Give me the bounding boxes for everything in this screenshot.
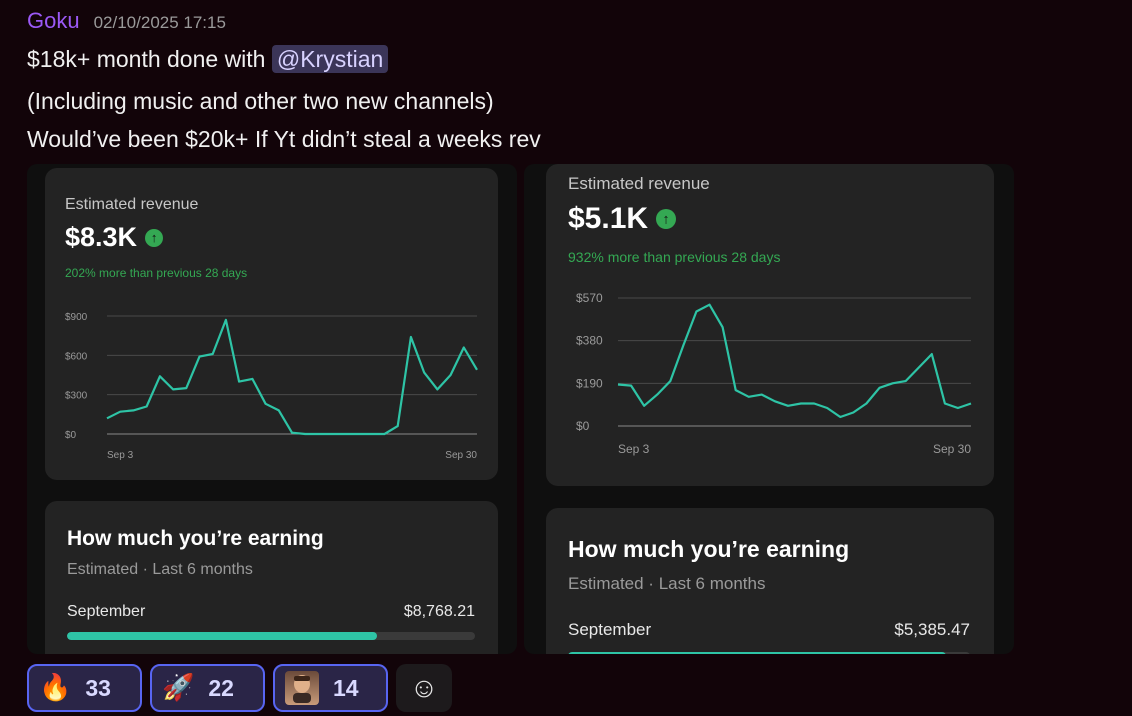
y-tick-label: $0 <box>65 430 77 441</box>
revenue-line-chart: $0 $300 $600 $900 Sep 3 Sep 30 <box>65 312 478 461</box>
earning-amount: $8,768.21 <box>403 603 475 620</box>
avatar-emoji-icon <box>285 671 319 705</box>
message-text: $18k+ month done with <box>27 46 272 72</box>
user-mention[interactable]: @Krystian <box>271 45 389 73</box>
revenue-label: Estimated revenue <box>65 196 199 213</box>
y-tick-label: $380 <box>576 334 603 348</box>
reactions-bar: 🔥 33 🚀 22 14 ☺ <box>27 664 452 712</box>
earning-month: September <box>67 603 146 620</box>
revenue-line-chart: $0 $190 $380 $570 Sep 3 Sep 30 <box>576 291 972 456</box>
earning-amount: $5,385.47 <box>894 620 970 639</box>
fire-icon: 🔥 <box>39 673 72 703</box>
earning-card: How much you’re earning Estimated · Last… <box>546 508 994 654</box>
rocket-icon: 🚀 <box>162 673 195 703</box>
revenue-card: Estimated revenue $5.1K 932% more than p… <box>546 164 994 486</box>
earning-subtitle: Estimated · Last 6 months <box>568 574 766 593</box>
reaction-count: 14 <box>333 674 359 701</box>
earning-progress-fill <box>568 652 946 654</box>
series-line <box>106 318 478 436</box>
earning-progress-bar <box>67 632 475 640</box>
attachment-image-1[interactable]: Estimated revenue $8.3K 202% more than p… <box>27 164 517 654</box>
earning-progress-fill <box>67 632 378 640</box>
earning-title: How much you’re earning <box>67 527 324 550</box>
reaction-count: 22 <box>208 674 234 701</box>
revenue-delta: 932% more than previous 28 days <box>568 249 781 265</box>
earning-row: September $5,385.47 <box>568 620 970 640</box>
series-line <box>617 303 972 419</box>
y-tick-label: $900 <box>65 312 88 323</box>
earning-card: How much you’re earning Estimated · Last… <box>45 501 498 654</box>
earning-progress-bar <box>568 652 970 654</box>
reaction-fire[interactable]: 🔥 33 <box>27 664 142 712</box>
x-tick-label: Sep 3 <box>107 450 134 461</box>
message-line-1: $18k+ month done with @Krystian <box>27 45 389 73</box>
x-tick-label: Sep 30 <box>933 442 971 456</box>
y-tick-label: $0 <box>576 419 590 433</box>
revenue-value: $8.3K <box>65 222 164 253</box>
earning-subtitle: Estimated · Last 6 months <box>67 561 253 578</box>
revenue-amount: $8.3K <box>65 222 138 252</box>
y-tick-label: $190 <box>576 376 603 390</box>
revenue-card: Estimated revenue $8.3K 202% more than p… <box>45 168 498 480</box>
reaction-custom-avatar[interactable]: 14 <box>273 664 388 712</box>
earning-title: How much you’re earning <box>568 536 850 562</box>
y-tick-label: $300 <box>65 391 88 402</box>
reaction-rocket[interactable]: 🚀 22 <box>150 664 265 712</box>
username[interactable]: Goku <box>27 8 80 33</box>
arrow-up-icon <box>656 209 677 229</box>
revenue-value: $5.1K <box>568 202 677 236</box>
revenue-delta: 202% more than previous 28 days <box>65 266 248 280</box>
x-tick-label: Sep 30 <box>445 450 477 461</box>
earning-month: September <box>568 620 652 639</box>
arrow-up-icon <box>145 228 164 247</box>
x-tick-label: Sep 3 <box>618 442 650 456</box>
add-reaction-button[interactable]: ☺ <box>396 664 452 712</box>
timestamp: 02/10/2025 17:15 <box>93 13 226 32</box>
message-line-2: (Including music and other two new chann… <box>27 88 494 114</box>
reaction-count: 33 <box>85 674 111 701</box>
message-line-3: Would’ve been $20k+ If Yt didn’t steal a… <box>27 126 541 152</box>
y-tick-label: $600 <box>65 351 88 362</box>
attachment-image-2[interactable]: Estimated revenue $5.1K 932% more than p… <box>524 164 1014 654</box>
revenue-amount: $5.1K <box>568 202 649 235</box>
y-tick-label: $570 <box>576 291 603 305</box>
smiley-icon: ☺ <box>409 672 439 703</box>
revenue-label: Estimated revenue <box>568 174 710 193</box>
message-header: Goku 02/10/2025 17:15 <box>27 8 226 34</box>
earning-row: September $8,768.21 <box>67 603 475 621</box>
